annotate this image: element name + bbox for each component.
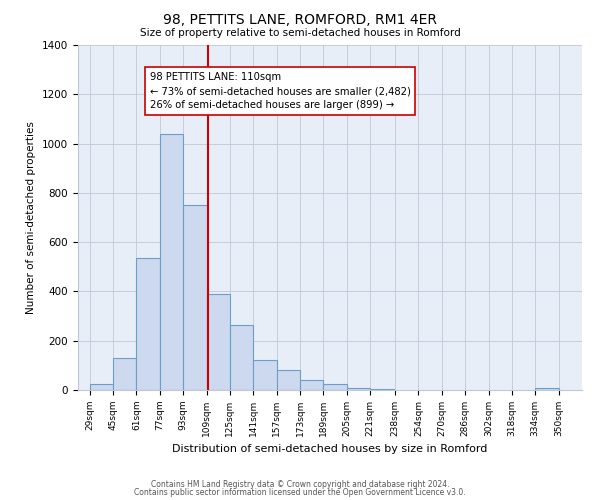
Text: Size of property relative to semi-detached houses in Romford: Size of property relative to semi-detach… xyxy=(140,28,460,38)
X-axis label: Distribution of semi-detached houses by size in Romford: Distribution of semi-detached houses by … xyxy=(172,444,488,454)
Bar xyxy=(183,205,206,390)
Y-axis label: Number of semi-detached properties: Number of semi-detached properties xyxy=(26,121,37,314)
Bar xyxy=(300,380,323,390)
Bar xyxy=(230,324,253,390)
Bar xyxy=(370,389,394,390)
Bar xyxy=(535,388,559,390)
Bar xyxy=(206,294,230,390)
Bar xyxy=(253,360,277,390)
Bar xyxy=(277,370,300,390)
Bar xyxy=(89,384,113,390)
Text: Contains public sector information licensed under the Open Government Licence v3: Contains public sector information licen… xyxy=(134,488,466,497)
Bar xyxy=(347,388,370,390)
Text: Contains HM Land Registry data © Crown copyright and database right 2024.: Contains HM Land Registry data © Crown c… xyxy=(151,480,449,489)
Bar xyxy=(113,358,136,390)
Text: 98, PETTITS LANE, ROMFORD, RM1 4ER: 98, PETTITS LANE, ROMFORD, RM1 4ER xyxy=(163,12,437,26)
Bar xyxy=(136,258,160,390)
Text: 98 PETTITS LANE: 110sqm
← 73% of semi-detached houses are smaller (2,482)
26% of: 98 PETTITS LANE: 110sqm ← 73% of semi-de… xyxy=(149,72,410,110)
Bar xyxy=(323,384,347,390)
Bar xyxy=(160,134,183,390)
